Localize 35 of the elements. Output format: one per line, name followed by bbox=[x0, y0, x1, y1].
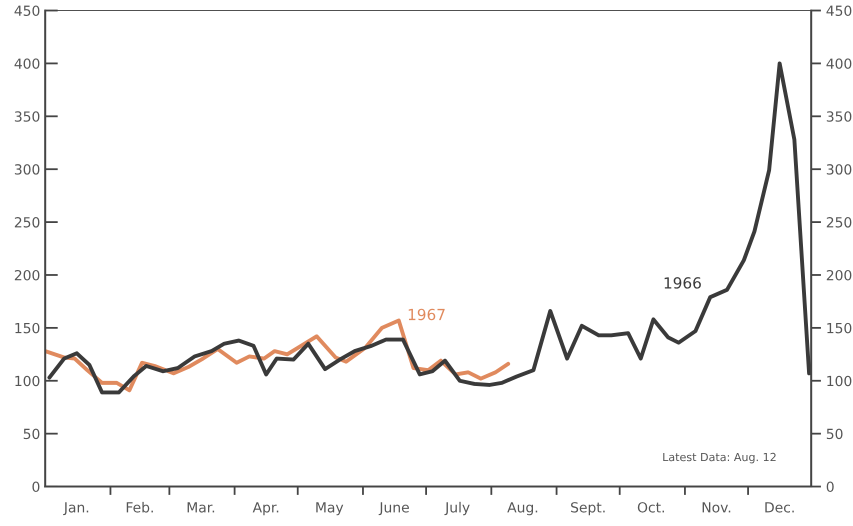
y-tick-label: 0 bbox=[32, 482, 40, 492]
x-tick-label: June bbox=[378, 502, 409, 516]
x-tick-label: Sept. bbox=[571, 502, 605, 516]
x-tick-label: Nov. bbox=[702, 502, 730, 513]
x-tick-label: Apr. bbox=[252, 502, 278, 516]
y-tick-label: 150 bbox=[15, 322, 40, 334]
y2-tick-label: 350 bbox=[826, 111, 852, 122]
x-tick-label: Jan. bbox=[63, 502, 88, 516]
y2-tick-label: 250 bbox=[826, 217, 852, 228]
y-tick-label: 250 bbox=[14, 217, 40, 228]
y-tick-label: 350 bbox=[14, 111, 40, 122]
y2-tick-label: 200 bbox=[826, 270, 852, 280]
x-tick-label: Dec. bbox=[765, 502, 794, 513]
x-tick-label: Aug. bbox=[507, 502, 538, 516]
y-tick-label: 200 bbox=[14, 270, 40, 280]
y2-tick-label: 50 bbox=[826, 428, 843, 440]
y2-tick-label: 400 bbox=[826, 58, 852, 69]
y2-tick-label: 100 bbox=[827, 376, 852, 386]
y-tick-label: 450 bbox=[14, 5, 40, 16]
x-tick-label: May bbox=[316, 502, 344, 516]
y-tick-label: 300 bbox=[14, 164, 40, 175]
series-label: 1966 bbox=[664, 277, 701, 289]
y2-tick-label: 300 bbox=[826, 164, 852, 175]
y-tick-label: 50 bbox=[24, 428, 40, 440]
y2-tick-label: 150 bbox=[827, 322, 852, 334]
y-tick-label: 400 bbox=[14, 58, 40, 69]
x-tick-label: July bbox=[444, 502, 470, 516]
x-tick-label: Feb. bbox=[126, 502, 153, 513]
y-tick-label: 100 bbox=[15, 376, 40, 386]
y2-tick-label: 0 bbox=[826, 482, 834, 492]
series-label: 1967 bbox=[408, 308, 445, 320]
x-tick-label: Oct. bbox=[638, 502, 664, 513]
y2-tick-label: 450 bbox=[826, 5, 852, 16]
annotation: Latest Data: Aug. 12 bbox=[663, 452, 776, 464]
x-tick-label: Mar. bbox=[188, 502, 214, 513]
